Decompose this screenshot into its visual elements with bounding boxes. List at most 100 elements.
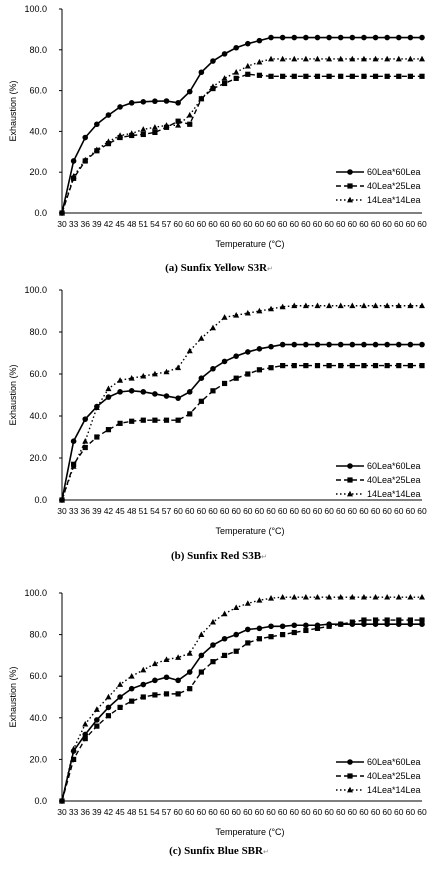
data-point bbox=[233, 353, 239, 359]
x-tick-label: 60 bbox=[313, 807, 323, 817]
legend-marker bbox=[347, 759, 353, 765]
data-point bbox=[117, 704, 123, 710]
x-tick-label: 60 bbox=[243, 506, 253, 516]
data-point bbox=[279, 34, 286, 41]
data-point bbox=[59, 797, 65, 804]
chart-b: 0.0 20.0 40.0 60.0 80.0 100.0 30 33 36 39 42 45 48 51… bbox=[8, 286, 427, 536]
data-point bbox=[187, 686, 193, 692]
data-point bbox=[244, 309, 251, 316]
x-tick-label: 60 bbox=[208, 506, 218, 516]
data-point bbox=[349, 55, 356, 62]
legend-marker bbox=[347, 169, 353, 175]
x-tick-label: 36 bbox=[80, 506, 90, 516]
series-circle bbox=[59, 621, 425, 804]
data-point bbox=[384, 617, 390, 623]
data-point bbox=[256, 625, 263, 632]
data-point bbox=[384, 621, 390, 627]
x-tick-label: 39 bbox=[92, 506, 102, 516]
x-tick-label: 36 bbox=[80, 219, 90, 229]
data-point bbox=[326, 302, 333, 309]
series-line bbox=[61, 58, 422, 214]
data-point bbox=[70, 438, 77, 444]
data-point bbox=[105, 713, 112, 719]
data-point bbox=[256, 367, 263, 373]
data-point bbox=[175, 691, 181, 697]
legend-label: 60Lea*60Lea bbox=[367, 461, 421, 471]
data-point bbox=[302, 302, 309, 309]
y-tick-label: 60.0 bbox=[29, 86, 47, 96]
data-point bbox=[268, 343, 274, 350]
data-point bbox=[93, 404, 100, 410]
x-tick-label: 30 bbox=[57, 807, 67, 817]
x-tick-label: 60 bbox=[359, 807, 369, 817]
y-tick-label: 20.0 bbox=[29, 754, 47, 764]
data-point bbox=[279, 593, 286, 600]
data-point bbox=[233, 75, 239, 81]
data-point bbox=[221, 75, 228, 81]
caption-c-text: (c) Sunfix Blue SBR bbox=[169, 845, 263, 857]
x-tick-label: 60 bbox=[278, 219, 288, 229]
y-tick-label: 100.0 bbox=[24, 588, 47, 598]
data-point bbox=[268, 305, 275, 312]
data-point bbox=[349, 302, 356, 309]
data-point bbox=[361, 341, 367, 348]
data-point bbox=[245, 626, 251, 633]
data-point bbox=[314, 34, 321, 41]
legend-marker bbox=[347, 477, 353, 483]
data-point bbox=[303, 341, 309, 348]
x-axis-label: Temperature (°C) bbox=[215, 526, 284, 536]
data-point bbox=[94, 434, 100, 440]
data-point bbox=[280, 632, 286, 638]
data-point bbox=[407, 617, 413, 623]
data-point bbox=[291, 629, 297, 636]
data-point bbox=[152, 692, 158, 698]
data-point bbox=[419, 55, 425, 62]
x-tick-label: 60 bbox=[197, 807, 207, 817]
data-point bbox=[291, 341, 298, 348]
x-tick-label: 60 bbox=[406, 506, 416, 516]
legend-label: 60Lea*60Lea bbox=[367, 167, 421, 177]
x-tick-label: 60 bbox=[359, 219, 369, 229]
data-point bbox=[419, 617, 425, 623]
x-tick-label: 33 bbox=[69, 219, 79, 229]
x-tick-label: 60 bbox=[243, 807, 253, 817]
data-point bbox=[163, 674, 170, 681]
y-axis-label: Exhaustion (%) bbox=[8, 666, 18, 727]
x-tick-label: 60 bbox=[173, 219, 183, 229]
legend-label: 40Lea*25Lea bbox=[367, 771, 421, 781]
data-point bbox=[209, 83, 216, 89]
data-point bbox=[314, 55, 321, 62]
data-point bbox=[349, 34, 356, 41]
data-point bbox=[407, 363, 413, 369]
data-point bbox=[303, 363, 309, 369]
legend-label: 14Lea*14Lea bbox=[367, 785, 421, 795]
y-tick-label: 0.0 bbox=[34, 796, 47, 806]
x-tick-label: 60 bbox=[336, 506, 346, 516]
x-tick-label: 60 bbox=[278, 807, 288, 817]
data-point bbox=[59, 209, 65, 216]
x-tick-label: 60 bbox=[313, 506, 323, 516]
x-tick-label: 60 bbox=[371, 219, 381, 229]
data-point bbox=[233, 648, 239, 654]
data-point bbox=[105, 385, 112, 392]
data-point bbox=[175, 100, 181, 106]
x-tick-label: 60 bbox=[406, 219, 416, 229]
x-tick-label: 60 bbox=[220, 807, 230, 817]
caption-b-text: (b) Sunfix Red S3B bbox=[170, 550, 262, 562]
x-tick-label: 60 bbox=[220, 506, 230, 516]
data-point bbox=[245, 71, 251, 77]
data-point bbox=[326, 73, 332, 79]
data-point bbox=[71, 756, 77, 762]
series-triangle bbox=[59, 593, 425, 804]
data-point bbox=[140, 666, 147, 673]
data-point bbox=[186, 669, 193, 675]
data-point bbox=[198, 669, 204, 675]
legend-marker bbox=[347, 463, 353, 469]
data-point bbox=[396, 73, 402, 79]
legend: 60Lea*60Lea 40Lea*25Lea 14Lea*14Lea bbox=[336, 757, 421, 795]
chart-panel-a: 0.0 20.0 40.0 60.0 80.0 100.0 30 33 36 39 42 45 48 51… bbox=[0, 0, 438, 286]
data-point bbox=[186, 88, 193, 95]
legend-label: 40Lea*25Lea bbox=[367, 475, 421, 485]
data-point bbox=[268, 73, 274, 79]
